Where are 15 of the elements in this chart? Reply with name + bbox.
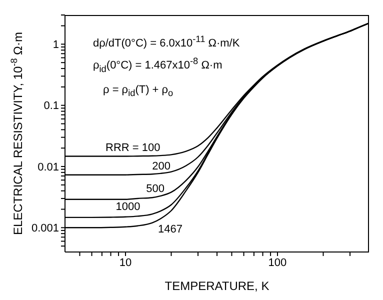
y-tick-label: 0.1 (44, 100, 59, 112)
annotation: ρ$_{id}$(0°C) = 1.467x10$^{-8}$ Ω·m (93, 56, 222, 74)
series-label: RRR = 100 (106, 142, 160, 154)
y-tick-label: 1 (52, 39, 59, 52)
annotation: dρ/dT(0°C) = 6.0x10$^{-11}$ Ω·m/K (93, 34, 240, 50)
series-label: 500 (146, 182, 165, 195)
annotation: ρ = ρ$_{id}$(T) + ρ$_{o}$ (103, 84, 174, 98)
series-label: 1000 (116, 201, 140, 214)
series-label: 1467 (158, 224, 183, 236)
y-tick-label: 0.01 (38, 161, 59, 174)
x-axis-title: TEMPERATURE, K (164, 279, 270, 293)
x-tick-label: 10 (119, 256, 132, 269)
x-tick-label: 100 (268, 256, 287, 269)
series-label: 200 (152, 160, 171, 172)
y-tick-label: 0.001 (31, 222, 59, 235)
